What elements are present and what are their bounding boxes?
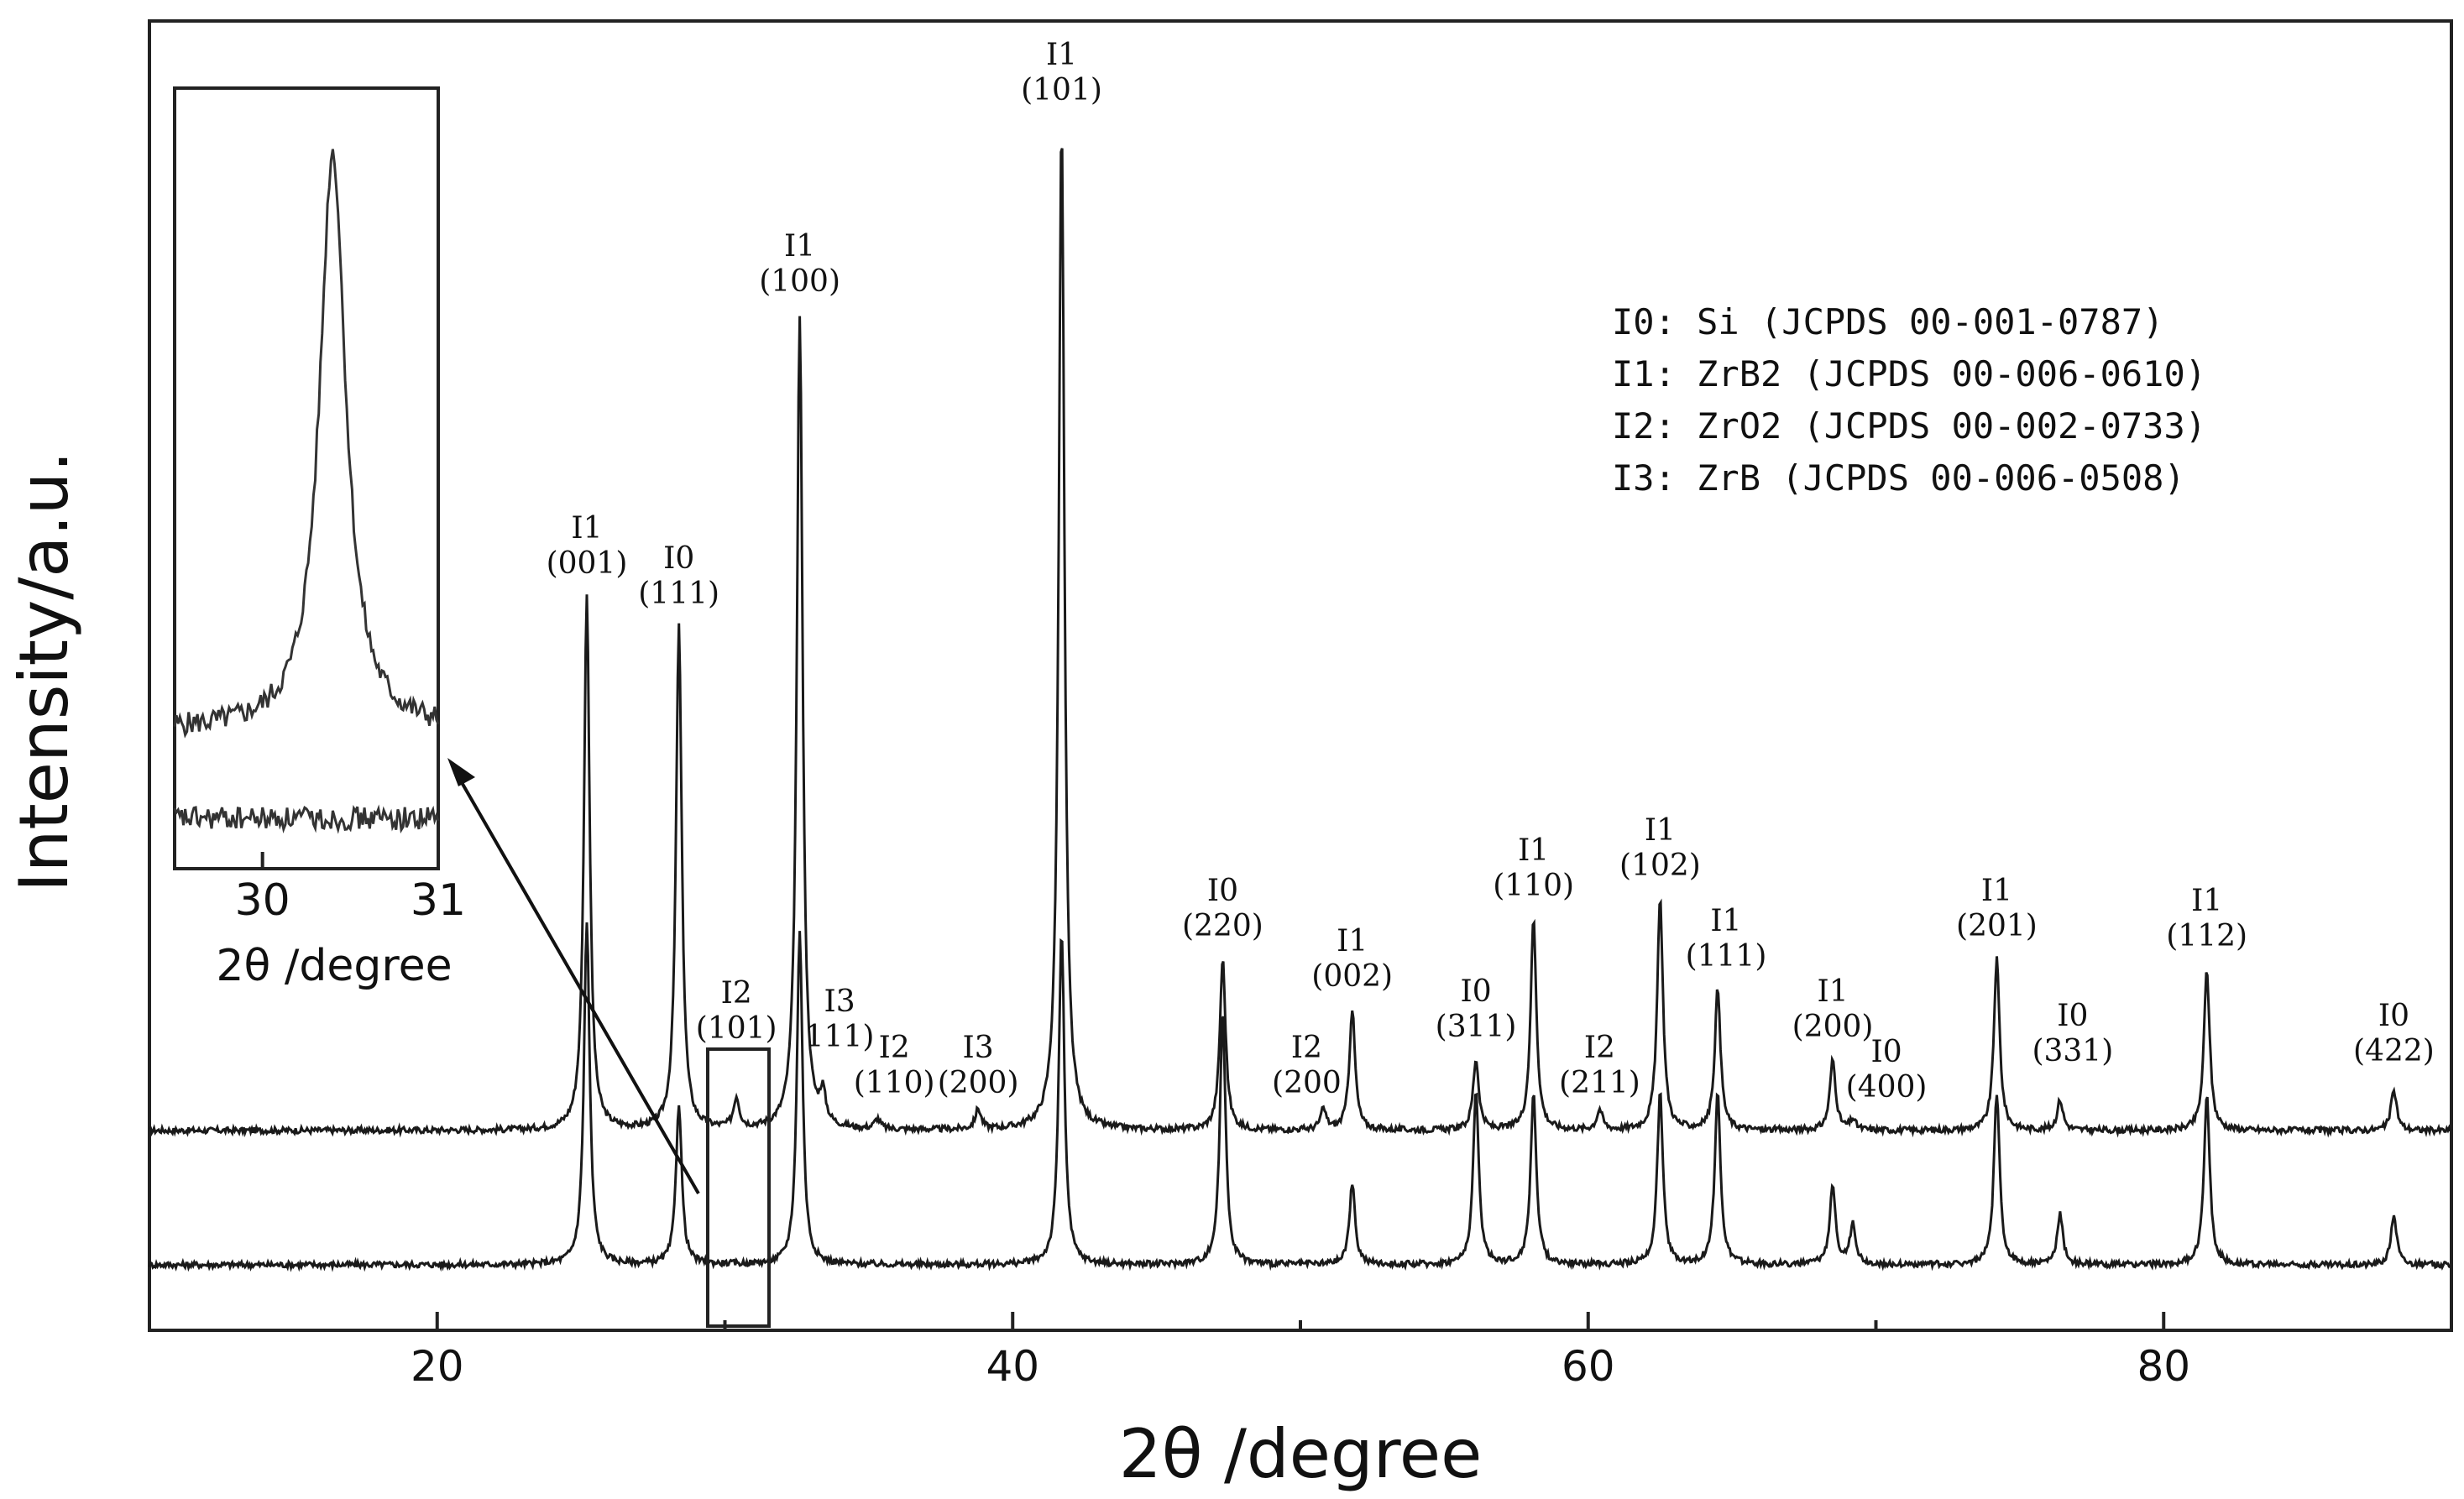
peak-phase: I1 [1046, 38, 1077, 72]
inset-x-tick-label: 31 [411, 875, 466, 926]
xrd-trace-2 [148, 922, 2451, 1272]
peak-label: I0(400) [1846, 1035, 1928, 1105]
peak-label: I1(101) [1021, 38, 1102, 107]
peak-phase: I1 [1518, 833, 1549, 868]
peak-phase: I1 [1645, 813, 1676, 848]
peak-hkl: (201) [1956, 909, 2038, 943]
x-tick-label: 60 [1562, 1342, 1615, 1391]
zoom-box [706, 1047, 771, 1328]
peak-label: I1(200) [1792, 974, 1874, 1044]
legend: I0: Si (JCPDS 00-001-0787) I1: ZrB2 (JCP… [1612, 301, 2206, 499]
inset-frame [173, 86, 440, 870]
peak-label: I2(110) [854, 1031, 935, 1100]
peak-hkl: (400) [1846, 1070, 1928, 1105]
peak-label: I3(200) [938, 1031, 1019, 1100]
peak-label: I1(110) [1493, 833, 1574, 903]
peak-hkl: (111) [1686, 939, 1767, 974]
inset-trace-2 [173, 804, 440, 834]
peak-hkl: (200 [1272, 1066, 1342, 1100]
peak-phase: I2 [1584, 1031, 1615, 1065]
legend-entry-i0: I0: Si (JCPDS 00-001-0787) [1612, 301, 2163, 342]
peak-phase: I2 [1291, 1031, 1322, 1065]
peak-label: I1(102) [1619, 813, 1701, 883]
legend-entry-i1: I1: ZrB2 (JCPDS 00-006-0610) [1612, 353, 2206, 394]
inset-traces [173, 149, 440, 834]
peak-hkl: (311) [1436, 1010, 1517, 1044]
x-tick-label: 20 [411, 1342, 464, 1391]
peak-hkl: (331) [2032, 1034, 2113, 1068]
main-traces [148, 148, 2452, 1272]
peak-label: I1(001) [547, 511, 628, 581]
peak-phase: I3 [824, 985, 855, 1019]
peak-phase: I1 [1818, 974, 1849, 1009]
peak-phase: I0 [2057, 999, 2088, 1033]
peak-phase: I0 [1461, 974, 1492, 1009]
peak-hkl: (001) [547, 546, 628, 581]
legend-entry-i3: I3: ZrB (JCPDS 00-006-0508) [1612, 457, 2185, 499]
peak-label: I0(111) [638, 541, 719, 611]
peak-hkl: (200) [938, 1066, 1019, 1100]
peak-phase: I1 [1981, 874, 2012, 908]
peak-label: I2(200 [1272, 1031, 1342, 1100]
peak-phase: I1 [571, 511, 602, 546]
peak-phase: I2 [879, 1031, 910, 1065]
peak-label: I1(100) [759, 229, 840, 299]
peak-phase: I0 [663, 541, 694, 576]
peak-label: I0(220) [1182, 874, 1263, 943]
peak-phase: I0 [1207, 874, 1238, 908]
peak-hkl: (211) [1559, 1066, 1640, 1100]
plot-frame [148, 19, 2453, 1332]
peak-phase: I2 [721, 976, 752, 1011]
peak-phase: I0 [1871, 1035, 1902, 1069]
x-tick-label: 40 [986, 1342, 1039, 1391]
peak-phase: I1 [2191, 884, 2222, 918]
inset-plot: 30 31 2θ /degree [173, 86, 466, 991]
peak-hkl: (110) [1493, 869, 1574, 903]
peak-label: I0(331) [2032, 999, 2113, 1068]
inset-x-tick-label: 30 [235, 875, 290, 926]
peak-label: I2(101) [696, 976, 777, 1046]
xrd-trace-1 [149, 148, 2452, 1138]
peak-hkl: (200) [1792, 1010, 1874, 1044]
peak-label: I2(211) [1559, 1031, 1640, 1100]
peak-hkl: (422) [2353, 1034, 2435, 1068]
peak-label: I1(112) [2166, 884, 2247, 953]
zoom-arrow [447, 758, 700, 1194]
x-axis-title: 2θ /degree [1119, 1415, 1483, 1493]
peak-hkl: (112) [2166, 919, 2247, 953]
peak-hkl: (101) [696, 1011, 777, 1046]
peak-hkl: (102) [1619, 849, 1701, 883]
inset-x-axis-title: 2θ /degree [216, 941, 452, 991]
peak-hkl: (101) [1021, 73, 1102, 107]
peak-hkl: (002) [1311, 959, 1393, 994]
peak-hkl: (100) [759, 264, 840, 299]
peak-label: I1(002) [1311, 924, 1393, 994]
x-tick-label: 80 [2137, 1342, 2190, 1391]
inset-trace-1 [173, 149, 440, 739]
peak-hkl: (110) [854, 1066, 935, 1100]
peak-label: I0(311) [1436, 974, 1517, 1044]
peak-hkl: (111) [638, 577, 719, 611]
peak-phase: I1 [784, 229, 815, 264]
peak-phase: I1 [1337, 924, 1368, 958]
peak-label: I1(201) [1956, 874, 2038, 943]
peak-label: I0(422) [2353, 999, 2435, 1068]
peak-label: I1(111) [1686, 904, 1767, 974]
peak-hkl: 111) [805, 1020, 875, 1054]
y-axis-title: Intensity/a.u. [5, 451, 83, 892]
peak-hkl: (220) [1182, 909, 1263, 943]
peak-phase: I3 [963, 1031, 994, 1065]
peak-phase: I1 [1710, 904, 1741, 938]
x-axis-ticks: 20 40 60 80 [148, 1312, 2453, 1391]
legend-entry-i2: I2: ZrO2 (JCPDS 00-002-0733) [1612, 405, 2206, 447]
peak-phase: I0 [2378, 999, 2409, 1033]
inset-x-axis-ticks: 30 31 [235, 852, 466, 926]
